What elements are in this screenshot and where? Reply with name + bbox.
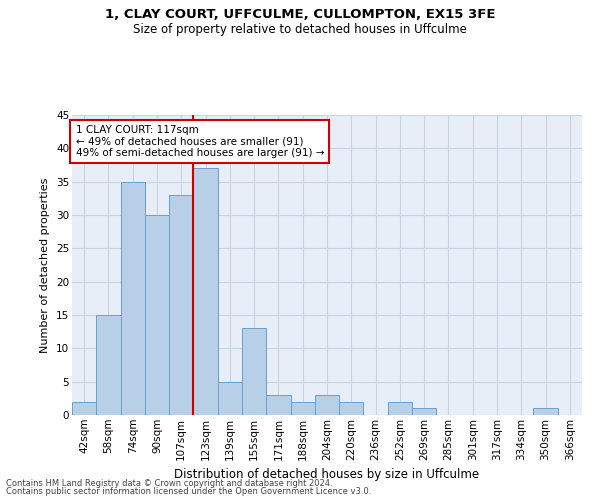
Bar [72, 402, 96, 415]
Text: Contains HM Land Registry data © Crown copyright and database right 2024.: Contains HM Land Registry data © Crown c… [6, 478, 332, 488]
Bar [266, 395, 290, 415]
Bar [145, 215, 169, 415]
Bar [193, 168, 218, 415]
Bar [315, 395, 339, 415]
Bar [412, 408, 436, 415]
Y-axis label: Number of detached properties: Number of detached properties [40, 178, 50, 352]
Text: Contains public sector information licensed under the Open Government Licence v3: Contains public sector information licen… [6, 487, 371, 496]
Text: 1, CLAY COURT, UFFCULME, CULLOMPTON, EX15 3FE: 1, CLAY COURT, UFFCULME, CULLOMPTON, EX1… [105, 8, 495, 20]
Bar [388, 402, 412, 415]
Bar [121, 182, 145, 415]
Bar [290, 402, 315, 415]
Bar [218, 382, 242, 415]
Bar [96, 315, 121, 415]
Text: Size of property relative to detached houses in Uffculme: Size of property relative to detached ho… [133, 22, 467, 36]
Bar [339, 402, 364, 415]
Bar [169, 195, 193, 415]
X-axis label: Distribution of detached houses by size in Uffculme: Distribution of detached houses by size … [175, 468, 479, 481]
Bar [242, 328, 266, 415]
Bar [533, 408, 558, 415]
Text: 1 CLAY COURT: 117sqm
← 49% of detached houses are smaller (91)
49% of semi-detac: 1 CLAY COURT: 117sqm ← 49% of detached h… [76, 125, 324, 158]
